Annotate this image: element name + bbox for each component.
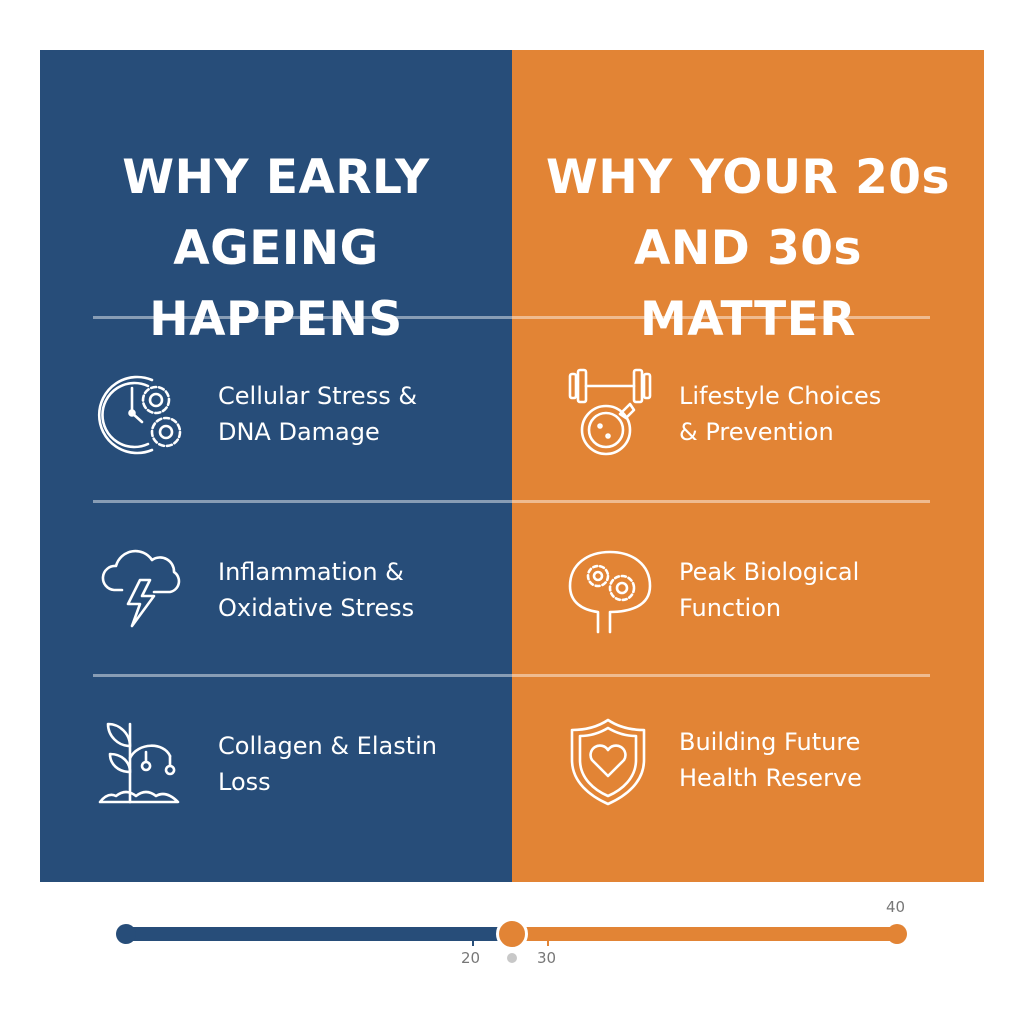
storm-cloud-icon xyxy=(96,548,188,640)
timeline-orange-segment xyxy=(512,927,898,941)
title-line: AGEING xyxy=(173,221,379,276)
timeline-marker xyxy=(496,918,528,950)
item-line: Building Future xyxy=(679,728,861,756)
item-line: Loss xyxy=(218,768,271,796)
label-40: 40 xyxy=(886,898,906,916)
timeline-blue-segment xyxy=(126,927,512,941)
list-item: Collagen & Elastin Loss xyxy=(218,728,437,800)
item-line: & Prevention xyxy=(679,418,834,446)
shield-heart-icon xyxy=(566,716,658,808)
label-20: 20 xyxy=(461,949,481,967)
timeline-end-dot xyxy=(887,924,907,944)
tick-20 xyxy=(472,940,474,946)
title-line: HAPPENS xyxy=(149,292,403,347)
dumbbell-plate-icon xyxy=(564,368,656,460)
label-30: 30 xyxy=(537,949,557,967)
item-line: Lifestyle Choices xyxy=(679,382,882,410)
list-item: Building Future Health Reserve xyxy=(679,724,862,796)
timeline-start-dot xyxy=(116,924,136,944)
left-title: WHY EARLY AGEING HAPPENS xyxy=(40,142,512,355)
list-item: Lifestyle Choices & Prevention xyxy=(679,378,881,450)
title-line: AND 30s xyxy=(634,221,862,276)
item-line: Function xyxy=(679,594,782,622)
brain-gears-icon xyxy=(564,546,656,638)
marker-dot xyxy=(507,953,517,963)
item-line: Inflammation & xyxy=(218,558,404,586)
list-item: Peak Biological Function xyxy=(679,554,859,626)
item-line: Peak Biological xyxy=(679,558,860,586)
item-line: Oxidative Stress xyxy=(218,594,415,622)
item-line: Collagen & Elastin xyxy=(218,732,437,760)
item-line: Cellular Stress & xyxy=(218,382,418,410)
divider xyxy=(93,316,930,319)
wilting-plant-icon xyxy=(94,716,186,808)
title-line: WHY EARLY xyxy=(122,150,430,205)
item-line: Health Reserve xyxy=(679,764,862,792)
tick-30 xyxy=(547,940,549,946)
title-line: MATTER xyxy=(640,292,856,347)
item-line: DNA Damage xyxy=(218,418,380,446)
list-item: Cellular Stress & DNA Damage xyxy=(218,378,417,450)
title-line: WHY YOUR 20s xyxy=(546,150,950,205)
right-panel: WHY YOUR 20s AND 30s MATTER xyxy=(512,50,984,882)
divider xyxy=(93,500,930,503)
list-item: Inflammation & Oxidative Stress xyxy=(218,554,414,626)
right-title: WHY YOUR 20s AND 30s MATTER xyxy=(512,142,984,355)
divider xyxy=(93,674,930,677)
clock-gears-icon xyxy=(92,368,184,460)
